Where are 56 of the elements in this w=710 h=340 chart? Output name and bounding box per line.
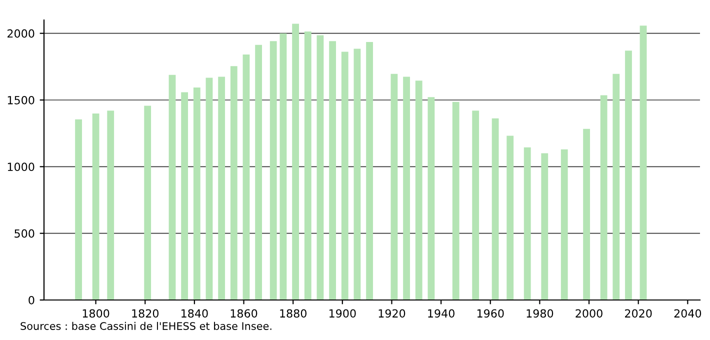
bar bbox=[144, 106, 152, 300]
bar bbox=[218, 76, 226, 300]
x-tick-label: 1860 bbox=[230, 309, 258, 318]
bar bbox=[625, 50, 632, 300]
bar bbox=[168, 74, 176, 300]
bar bbox=[415, 80, 422, 300]
bar bbox=[280, 33, 287, 300]
x-tick-label: 1820 bbox=[132, 309, 159, 318]
bar bbox=[524, 147, 531, 300]
x-tick-label: 2000 bbox=[576, 309, 602, 318]
bar bbox=[206, 78, 213, 300]
x-tick-label: 1980 bbox=[526, 309, 554, 318]
y-tick-label: 500 bbox=[14, 229, 34, 238]
bar bbox=[316, 35, 324, 300]
bar bbox=[541, 153, 548, 300]
bar bbox=[292, 24, 299, 300]
bar bbox=[270, 41, 277, 300]
bar bbox=[107, 110, 114, 300]
bar bbox=[428, 97, 435, 300]
x-tick-label: 1960 bbox=[477, 309, 504, 318]
bar bbox=[329, 41, 336, 300]
bar bbox=[612, 74, 620, 300]
bar bbox=[583, 128, 590, 300]
bar bbox=[366, 42, 373, 300]
bar bbox=[403, 76, 410, 300]
y-tick-label: 0 bbox=[28, 296, 34, 304]
x-tick-label: 2040 bbox=[674, 309, 702, 318]
bar bbox=[230, 66, 238, 300]
bar bbox=[506, 136, 514, 300]
y-tick-label: 1500 bbox=[8, 96, 34, 104]
bar bbox=[181, 92, 188, 300]
y-tick-label: 1000 bbox=[8, 162, 34, 172]
bar bbox=[390, 74, 398, 300]
bar bbox=[560, 149, 568, 300]
bar bbox=[492, 118, 499, 300]
bar bbox=[600, 95, 608, 300]
bar bbox=[255, 44, 262, 300]
bar bbox=[640, 26, 647, 300]
x-tick-label: 1880 bbox=[280, 309, 306, 318]
bar bbox=[304, 31, 312, 300]
x-tick-label: 1900 bbox=[329, 309, 356, 318]
bar bbox=[75, 119, 82, 300]
bar bbox=[242, 54, 250, 300]
bar bbox=[354, 48, 361, 300]
bar bbox=[452, 102, 460, 300]
bar bbox=[472, 110, 480, 300]
source-note: Sources : base Cassini de l'EHESS et base Insee. bbox=[20, 322, 272, 330]
y-tick-label: 2000 bbox=[8, 29, 34, 38]
bar bbox=[92, 113, 100, 300]
bar bbox=[193, 87, 200, 300]
x-tick-label: 1800 bbox=[82, 309, 110, 318]
bar bbox=[341, 52, 348, 300]
x-tick-label: 1940 bbox=[428, 309, 454, 318]
x-tick-label: 1840 bbox=[182, 309, 208, 318]
x-tick-label: 2020 bbox=[625, 309, 652, 318]
x-tick-label: 1920 bbox=[378, 309, 406, 318]
